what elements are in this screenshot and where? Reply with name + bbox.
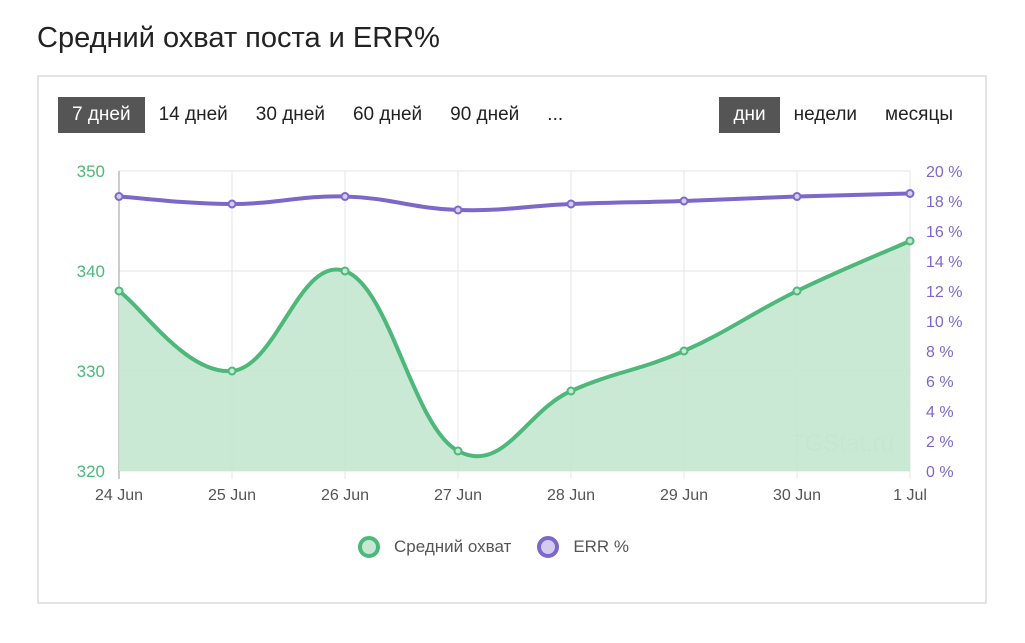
y-right-tick-label: 18 % <box>926 194 962 211</box>
y-left-tick-label: 350 <box>77 162 105 181</box>
err-point <box>227 199 237 209</box>
y-left-tick-label: 320 <box>77 462 105 481</box>
y-left-tick-label: 340 <box>77 262 105 281</box>
err-point <box>679 196 689 206</box>
reach-point <box>679 346 689 356</box>
y-right-tick-label: 4 % <box>926 404 954 421</box>
x-tick-label: 27 Jun <box>434 487 482 504</box>
granularity-button-weeks[interactable]: недели <box>793 104 858 125</box>
y-right-tick-label: 16 % <box>926 224 962 241</box>
granularity-button-months[interactable]: месяцы <box>885 104 953 125</box>
reach-point <box>114 286 124 296</box>
y-right-tick-label: 2 % <box>926 434 954 451</box>
err-point <box>453 205 463 215</box>
y-right-tick-label: 8 % <box>926 344 954 361</box>
reach-area <box>119 241 910 471</box>
y-right-tick-label: 14 % <box>926 254 962 271</box>
reach-point <box>227 366 237 376</box>
legend-item-err[interactable]: ERR % <box>537 536 629 558</box>
chart-legend: Средний охват ERR % <box>358 536 655 558</box>
x-tick-label: 24 Jun <box>95 487 143 504</box>
y-right-tick-label: 12 % <box>926 284 962 301</box>
y-right-tick-label: 10 % <box>926 314 962 331</box>
reach-point <box>905 236 915 246</box>
reach-point <box>566 386 576 396</box>
range-button-90d[interactable]: 90 дней <box>450 104 520 125</box>
x-tick-label: 29 Jun <box>660 487 708 504</box>
err-point <box>114 192 124 201</box>
legend-swatch-err <box>537 536 560 558</box>
legend-label-reach: Средний охват <box>394 537 512 556</box>
range-button-14d[interactable]: 14 дней <box>158 104 228 125</box>
y-right-tick-label: 20 % <box>926 164 962 181</box>
err-point <box>905 189 915 198</box>
x-tick-label: 26 Jun <box>321 487 369 504</box>
x-tick-label: 1 Jul <box>893 487 927 504</box>
range-button-7d[interactable]: 7 дней <box>58 97 145 133</box>
range-button-60d[interactable]: 60 дней <box>352 104 423 125</box>
page-title: Средний охват поста и ERR% <box>37 22 440 54</box>
x-tick-label: 28 Jun <box>547 487 595 504</box>
err-line <box>117 191 912 213</box>
reach-point <box>792 286 802 296</box>
y-right-tick-label: 6 % <box>926 374 954 391</box>
legend-item-reach[interactable]: Средний охват <box>358 536 511 558</box>
reach-point <box>453 446 463 456</box>
err-point <box>340 192 350 201</box>
legend-label-err: ERR % <box>573 537 630 556</box>
reach-point <box>340 266 350 276</box>
granularity-selector: дни недели месяцы <box>719 97 967 133</box>
y-left-tick-label: 330 <box>77 362 105 381</box>
y-right-tick-label: 0 % <box>926 464 954 481</box>
legend-swatch-reach <box>358 536 380 558</box>
range-selector: 7 дней 14 дней 30 дней 60 дней 90 дней .… <box>58 97 577 133</box>
granularity-button-days[interactable]: дни <box>719 97 780 133</box>
range-button-more[interactable]: ... <box>547 104 564 125</box>
range-button-30d[interactable]: 30 дней <box>255 104 325 125</box>
err-point <box>566 199 576 209</box>
err-point <box>792 192 802 201</box>
x-tick-label: 30 Jun <box>773 487 821 504</box>
reach-line <box>117 239 912 459</box>
x-tick-label: 25 Jun <box>208 487 256 504</box>
